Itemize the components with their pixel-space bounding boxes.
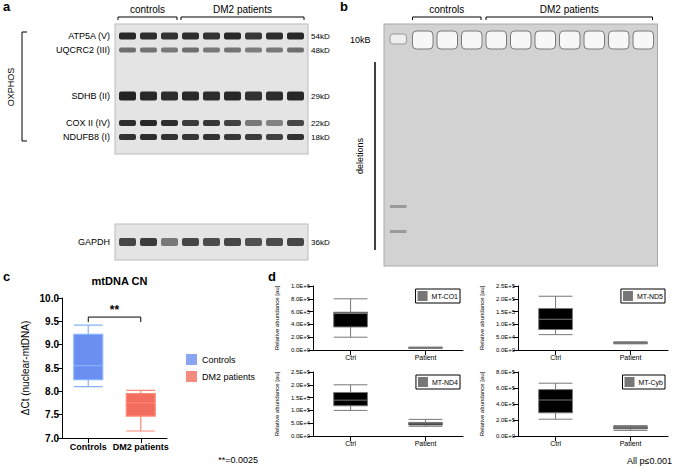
- svg-text:DM2 patients: DM2 patients: [540, 4, 599, 15]
- svg-text:Patient: Patient: [415, 440, 437, 447]
- svg-text:GAPDH: GAPDH: [78, 237, 110, 247]
- svg-text:9.0: 9.0: [45, 339, 59, 350]
- svg-text:2.0E+5: 2.0E+5: [291, 334, 311, 340]
- svg-text:0.0E+0: 0.0E+0: [291, 347, 311, 353]
- svg-text:Controls: Controls: [70, 442, 107, 452]
- svg-text:Controls: Controls: [202, 355, 236, 365]
- svg-text:mtDNA CN: mtDNA CN: [92, 275, 148, 287]
- svg-text:All p≤0.001: All p≤0.001: [627, 456, 672, 466]
- svg-text:5.0E+4: 5.0E+4: [496, 334, 516, 340]
- svg-text:2.5E+5: 2.5E+5: [496, 283, 516, 289]
- svg-text:DM2 patients: DM2 patients: [202, 372, 256, 382]
- svg-text:1.0E+5: 1.0E+5: [496, 321, 516, 327]
- svg-text:10.0: 10.0: [40, 293, 60, 304]
- svg-text:8.0E+5: 8.0E+5: [496, 369, 516, 375]
- svg-text:18kD: 18kD: [311, 133, 330, 142]
- svg-text:8.0E+5: 8.0E+5: [291, 296, 311, 302]
- svg-text:Patient: Patient: [620, 354, 642, 361]
- svg-text:2.0E+5: 2.0E+5: [496, 417, 516, 423]
- svg-text:d: d: [268, 269, 276, 284]
- svg-text:Ctrl: Ctrl: [550, 354, 561, 361]
- svg-text:5.0E+4: 5.0E+4: [291, 420, 311, 426]
- svg-text:b: b: [340, 0, 348, 14]
- svg-text:1.5E+5: 1.5E+5: [291, 395, 311, 401]
- svg-text:NDUFB8 (I): NDUFB8 (I): [63, 132, 110, 142]
- svg-text:8.0: 8.0: [45, 386, 59, 397]
- svg-text:Relative abundance [au]: Relative abundance [au]: [274, 285, 280, 350]
- svg-text:48kD: 48kD: [311, 46, 330, 55]
- svg-text:MT-Cyb: MT-Cyb: [639, 379, 664, 387]
- svg-text:6.0E+5: 6.0E+5: [291, 309, 311, 315]
- svg-text:Patient: Patient: [415, 354, 437, 361]
- svg-text:8.5: 8.5: [45, 363, 59, 374]
- svg-text:2.5E+5: 2.5E+5: [291, 369, 311, 375]
- svg-text:ATP5A (V): ATP5A (V): [68, 31, 110, 41]
- svg-text:36kD: 36kD: [311, 238, 330, 247]
- svg-text:deletions: deletions: [355, 137, 365, 174]
- svg-text:0.0E+0: 0.0E+0: [496, 433, 516, 439]
- svg-text:Relative abundance [au]: Relative abundance [au]: [479, 285, 485, 350]
- svg-text:controls: controls: [429, 4, 464, 15]
- svg-text:UQCRC2 (III): UQCRC2 (III): [56, 45, 110, 55]
- svg-text:22kD: 22kD: [311, 119, 330, 128]
- svg-text:DM2 patients: DM2 patients: [213, 4, 272, 15]
- svg-text:controls: controls: [130, 4, 165, 15]
- svg-text:MT-CO1: MT-CO1: [432, 293, 459, 300]
- svg-text:ΔCt (nuclear-mtDNA): ΔCt (nuclear-mtDNA): [20, 321, 31, 415]
- svg-text:1.0E+6: 1.0E+6: [291, 283, 311, 289]
- svg-text:2.0E+5: 2.0E+5: [496, 296, 516, 302]
- svg-text:SDHB (II): SDHB (II): [71, 91, 110, 101]
- svg-text:Patient: Patient: [620, 440, 642, 447]
- svg-text:4.0E+5: 4.0E+5: [291, 321, 311, 327]
- svg-text:10kB: 10kB: [350, 35, 371, 45]
- svg-text:DM2 patients: DM2 patients: [113, 442, 169, 452]
- svg-text:Ctrl: Ctrl: [550, 440, 561, 447]
- svg-text:9.5: 9.5: [45, 316, 59, 327]
- svg-text:2.0E+5: 2.0E+5: [291, 382, 311, 388]
- svg-text:0.0E+0: 0.0E+0: [496, 347, 516, 353]
- svg-text:Ctrl: Ctrl: [345, 440, 356, 447]
- svg-text:MT-ND4: MT-ND4: [432, 379, 458, 386]
- svg-text:1.0E+5: 1.0E+5: [291, 407, 311, 413]
- svg-text:7.5: 7.5: [45, 409, 59, 420]
- svg-text:4.0E+5: 4.0E+5: [496, 401, 516, 407]
- svg-text:**: **: [110, 303, 120, 317]
- svg-text:COX II (IV): COX II (IV): [66, 118, 110, 128]
- svg-text:OXPHOS: OXPHOS: [6, 68, 16, 107]
- svg-text:MT-ND5: MT-ND5: [637, 293, 663, 300]
- svg-text:6.0E+5: 6.0E+5: [496, 385, 516, 391]
- svg-text:1.5E+5: 1.5E+5: [496, 309, 516, 315]
- svg-text:54kD: 54kD: [311, 32, 330, 41]
- svg-text:a: a: [3, 0, 11, 14]
- svg-text:**=0.0025: **=0.0025: [218, 455, 258, 465]
- svg-text:29kD: 29kD: [311, 92, 330, 101]
- svg-text:c: c: [3, 269, 10, 284]
- svg-text:Relative abundance [au]: Relative abundance [au]: [479, 371, 485, 436]
- svg-text:Relative abundance [au]: Relative abundance [au]: [274, 371, 280, 436]
- svg-text:7.0: 7.0: [45, 433, 59, 444]
- svg-text:Ctrl: Ctrl: [345, 354, 356, 361]
- svg-text:0.0E+0: 0.0E+0: [291, 433, 311, 439]
